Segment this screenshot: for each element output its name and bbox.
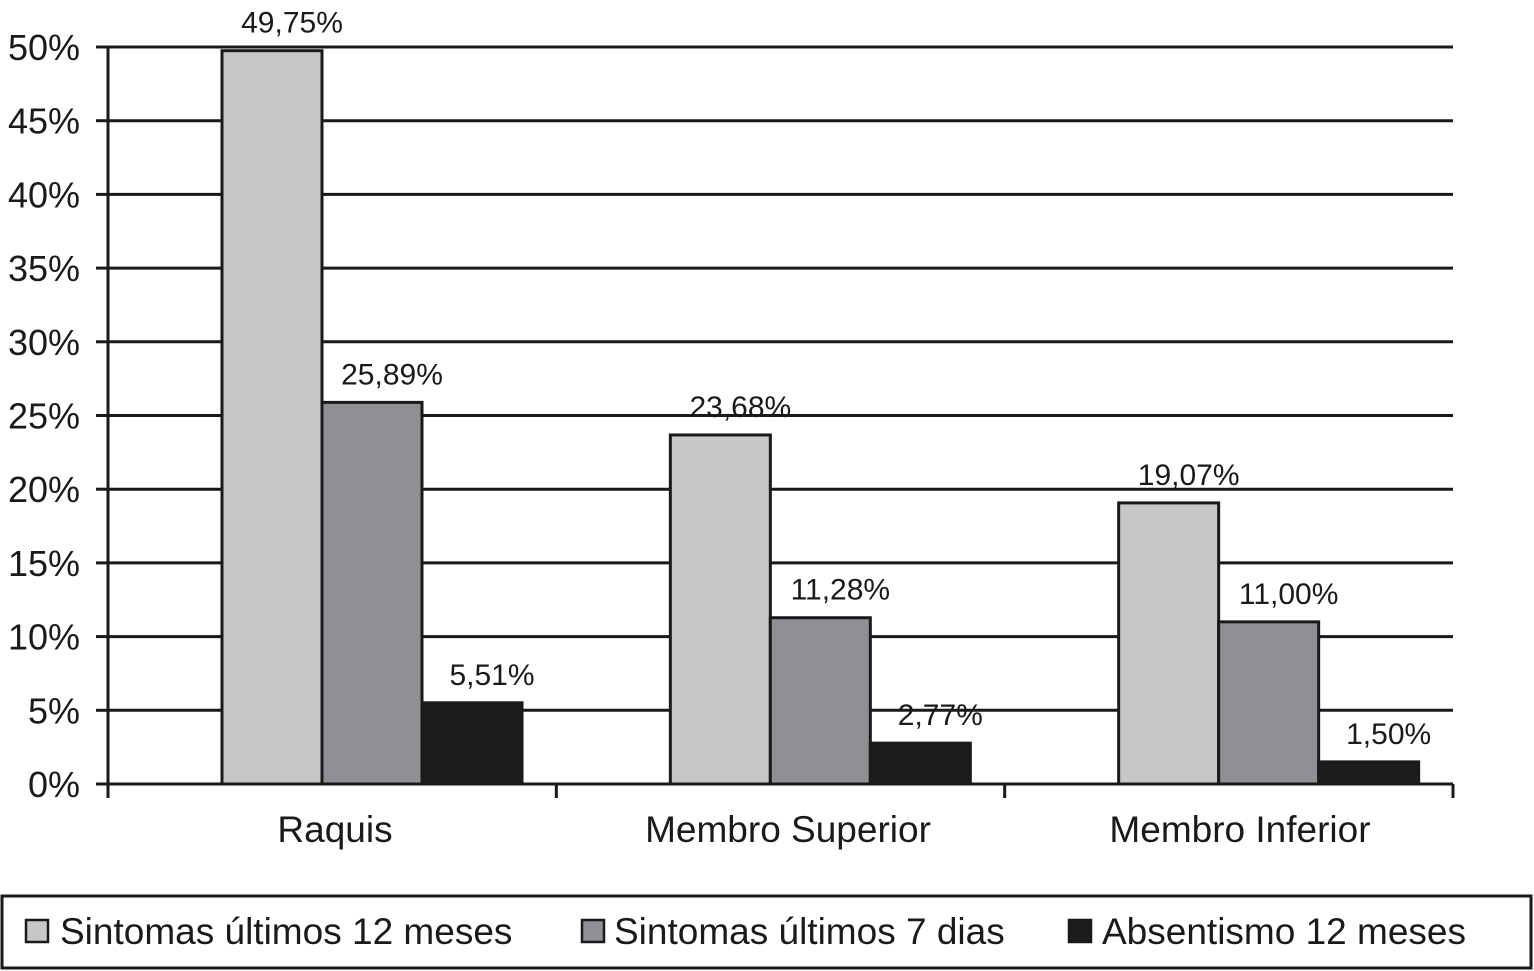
bar — [220, 49, 324, 786]
y-tick-label: 0% — [28, 764, 80, 805]
data-label: 19,07% — [1138, 459, 1240, 492]
data-label: 11,28% — [791, 574, 891, 607]
y-axis-ticks: 0% 5% 10% 15% 20% 25% 30% 35% 40% 45% 50% — [8, 27, 108, 805]
y-tick-label: 5% — [28, 690, 80, 731]
legend-label: Sintomas últimos 7 dias — [614, 911, 1005, 952]
bars — [220, 49, 1421, 786]
y-tick-label: 45% — [8, 101, 80, 142]
data-label: 25,89% — [341, 358, 443, 391]
bar — [668, 433, 772, 786]
legend: Sintomas últimos 12 meses Sintomas último… — [0, 894, 1533, 970]
legend-swatch — [1067, 918, 1093, 944]
bar — [1217, 620, 1321, 786]
bar — [420, 701, 524, 786]
y-tick-label: 50% — [8, 27, 80, 68]
data-label: 5,51% — [449, 659, 534, 692]
x-category-label: Membro Superior — [645, 809, 931, 850]
data-labels: 49,75% 25,89% 5,51% 23,68% 11,28% 2,77% 19,07%… — [241, 7, 1431, 751]
data-label: 2,77% — [898, 699, 983, 732]
y-tick-label: 35% — [8, 248, 80, 289]
data-label: 11,00% — [1239, 578, 1339, 611]
legend-swatch — [580, 918, 606, 944]
y-tick-label: 40% — [8, 174, 80, 215]
x-axis-categories: Raquis Membro Superior Membro Inferior — [277, 809, 1370, 850]
y-tick-label: 15% — [8, 543, 80, 584]
y-tick-label: 20% — [8, 469, 80, 510]
legend-label: Sintomas últimos 12 meses — [60, 911, 512, 952]
data-label: 23,68% — [689, 391, 791, 424]
x-category-label: Raquis — [277, 809, 392, 850]
bar — [768, 616, 872, 786]
bar — [320, 400, 424, 786]
legend-label: Absentismo 12 meses — [1102, 911, 1466, 952]
y-tick-label: 30% — [8, 322, 80, 363]
data-label: 1,50% — [1346, 718, 1431, 751]
legend-box — [0, 894, 1533, 970]
bar — [868, 741, 972, 786]
axes — [96, 47, 1455, 798]
bar — [1117, 501, 1221, 786]
x-category-label: Membro Inferior — [1109, 809, 1370, 850]
legend-swatch — [24, 918, 50, 944]
data-label: 49,75% — [241, 7, 343, 40]
bar — [1317, 760, 1421, 786]
y-tick-label: 25% — [8, 396, 80, 437]
y-tick-label: 10% — [8, 617, 80, 658]
